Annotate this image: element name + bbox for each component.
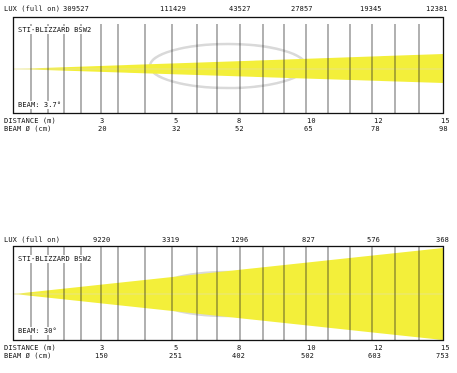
distance-value: 10 bbox=[307, 344, 316, 352]
distance-value: 8 bbox=[237, 344, 242, 352]
beam-diameter-value: 603 bbox=[368, 352, 381, 360]
panel-title: STI-BLIZZARD BSW2 bbox=[17, 255, 93, 263]
beam-diameter-value: 78 bbox=[371, 125, 380, 133]
lux-value: 3319 bbox=[162, 236, 180, 244]
distance-label: DISTANCE (m) bbox=[4, 117, 56, 125]
lux-value: 1296 bbox=[231, 236, 249, 244]
lux-value: 309527 bbox=[63, 5, 89, 13]
distance-value: 15 bbox=[441, 117, 450, 125]
beam-diameter-value: 502 bbox=[301, 352, 314, 360]
distance-value: 5 bbox=[174, 344, 179, 352]
distance-value: 12 bbox=[374, 344, 383, 352]
lux-label: LUX (full on) bbox=[4, 236, 61, 244]
lux-value: 827 bbox=[302, 236, 315, 244]
beam-diameter-value: 753 bbox=[436, 352, 449, 360]
distance-value: 15 bbox=[441, 344, 450, 352]
lux-value: 27857 bbox=[291, 5, 313, 13]
distance-value: 5 bbox=[174, 117, 179, 125]
distance-value: 3 bbox=[100, 344, 105, 352]
beam-diameter-value: 98 bbox=[439, 125, 448, 133]
lux-value: 9220 bbox=[93, 236, 111, 244]
beam-diameter-value: 52 bbox=[235, 125, 244, 133]
watermark-logo bbox=[148, 42, 308, 90]
beam-diameter-value: 32 bbox=[172, 125, 181, 133]
beam-diameter-value: 251 bbox=[169, 352, 182, 360]
lux-value: 43527 bbox=[229, 5, 251, 13]
beam-diameter-value: 150 bbox=[95, 352, 108, 360]
beam-cone bbox=[14, 54, 443, 83]
distance-value: 3 bbox=[100, 117, 105, 125]
beam-angle-label: BEAM: 30° bbox=[17, 327, 58, 335]
lux-value: 576 bbox=[367, 236, 380, 244]
distance-label: DISTANCE (m) bbox=[4, 344, 56, 352]
distance-value: 10 bbox=[307, 117, 316, 125]
distance-value: 8 bbox=[237, 117, 242, 125]
beam-angle-label: BEAM: 3.7° bbox=[17, 101, 63, 109]
lux-value: 111429 bbox=[160, 5, 186, 13]
lux-label: LUX (full on) bbox=[4, 5, 61, 13]
lux-value: 368 bbox=[436, 236, 449, 244]
distance-value: 12 bbox=[374, 117, 383, 125]
beam-diameter-value: 20 bbox=[98, 125, 107, 133]
beam-diameter-value: 65 bbox=[304, 125, 313, 133]
lux-value: 19345 bbox=[360, 5, 382, 13]
beam-diameter-value: 402 bbox=[232, 352, 245, 360]
lux-value: 12381 bbox=[426, 5, 448, 13]
panel-title: STI-BLIZZARD BSW2 bbox=[17, 26, 93, 34]
beam-diameter-label: BEAM Ø (cm) bbox=[4, 352, 52, 360]
beam-diameter-label: BEAM Ø (cm) bbox=[4, 125, 52, 133]
watermark-logo bbox=[148, 270, 308, 318]
grid-lines bbox=[30, 24, 420, 113]
